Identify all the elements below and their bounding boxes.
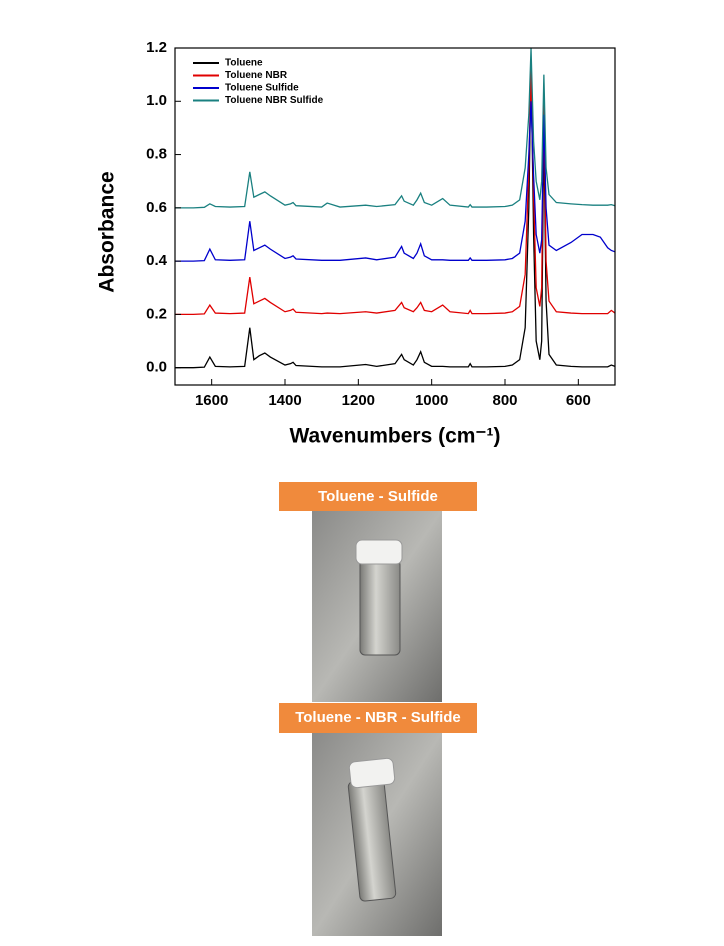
spectrum-line	[175, 69, 616, 316]
vial-cap	[355, 539, 403, 565]
chart: Absorbance Wavenumbers (cm⁻¹) 0.0 0.2 0.4 0…	[96, 39, 616, 448]
legend-label: Toluene	[225, 58, 263, 69]
x-tick-label: 600	[566, 392, 591, 409]
legend-label: Toluene NBR Sulfide	[225, 95, 324, 106]
spectrum-line	[175, 101, 616, 262]
x-tick-label: 1200	[342, 392, 375, 409]
x-axis-label: Wavenumbers (cm⁻¹)	[289, 425, 500, 448]
vial	[359, 559, 401, 656]
y-tick-label: 0.8	[146, 146, 167, 163]
legend-label: Toluene Sulfide	[225, 83, 299, 94]
photo-label-box	[279, 482, 477, 511]
photo-label: Toluene - NBR - Sulfide	[295, 709, 461, 726]
y-tick-label: 0.6	[146, 199, 167, 216]
y-tick-label: 0.0	[146, 359, 167, 376]
spectrum-line	[175, 47, 616, 209]
y-tick-label: 0.2	[146, 305, 167, 322]
plot-frame	[174, 47, 616, 386]
legend-label: Toluene NBR	[225, 70, 288, 81]
y-tick-label: 0.4	[146, 252, 168, 269]
x-tick-label: 1600	[195, 392, 228, 409]
photo-panel: Toluene - Sulfide	[279, 482, 477, 702]
x-tick-label: 1400	[268, 392, 301, 409]
vial-cap	[348, 757, 396, 789]
photo-panel: Toluene - NBR - Sulfide	[279, 703, 477, 936]
x-tick-label: 1000	[415, 392, 448, 409]
x-tick-label: 800	[492, 392, 517, 409]
y-tick-label: 1.0	[146, 92, 167, 109]
y-tick-label: 1.2	[146, 39, 167, 56]
spectrum-line	[175, 63, 616, 369]
y-axis-label: Absorbance	[96, 171, 119, 292]
photo-label: Toluene - Sulfide	[318, 488, 438, 505]
photo-label-box	[279, 703, 477, 733]
